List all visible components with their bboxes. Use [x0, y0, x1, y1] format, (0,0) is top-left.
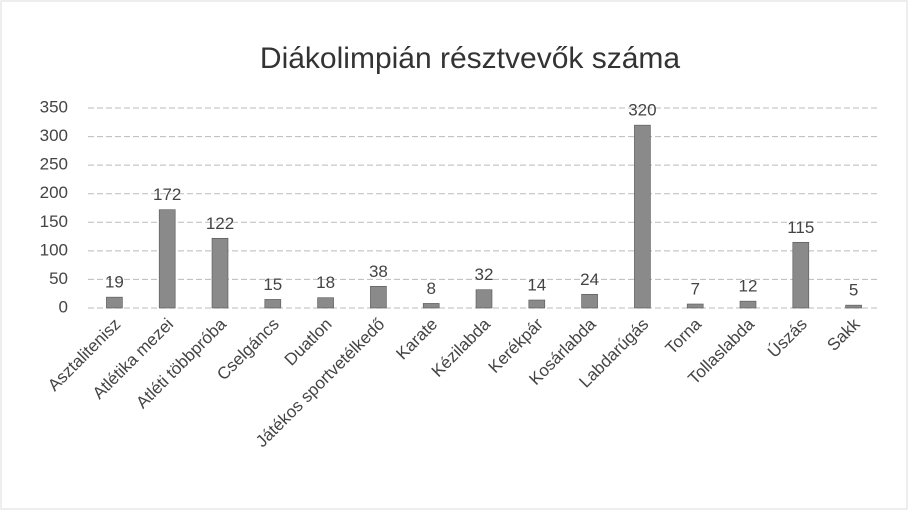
bar — [106, 296, 123, 309]
data-label: 5 — [849, 281, 858, 300]
bar — [422, 303, 440, 309]
data-label: 15 — [263, 275, 282, 294]
data-label: 115 — [787, 218, 814, 237]
bar — [845, 304, 862, 309]
data-label: 14 — [527, 275, 546, 294]
bar — [211, 237, 229, 309]
bar — [739, 300, 757, 309]
y-tick-label: 200 — [40, 183, 68, 202]
data-label: 8 — [426, 279, 435, 298]
data-label: 24 — [580, 270, 599, 289]
data-label: 12 — [739, 277, 758, 296]
data-label: 7 — [690, 279, 699, 298]
bar — [528, 299, 546, 309]
y-tick-label: 300 — [40, 126, 68, 145]
data-label: 32 — [475, 265, 494, 284]
data-label: 38 — [369, 262, 388, 281]
bar — [264, 299, 282, 309]
bar — [581, 293, 598, 309]
y-tick-label: 0 — [59, 297, 68, 316]
data-label: 18 — [316, 273, 335, 292]
chart-title: Diákolimpián résztvevők száma — [260, 42, 680, 75]
y-tick-label: 50 — [49, 269, 68, 288]
y-tick-label: 150 — [40, 212, 68, 231]
bar — [317, 297, 334, 309]
bar — [634, 124, 651, 309]
data-label: 172 — [153, 185, 181, 204]
data-label: 19 — [105, 273, 124, 292]
data-label: 122 — [206, 214, 234, 233]
data-label: 320 — [628, 101, 656, 120]
bar — [158, 209, 176, 309]
bar — [792, 241, 810, 309]
bar — [370, 285, 387, 309]
bar — [475, 289, 493, 309]
y-tick-label: 350 — [40, 97, 68, 116]
y-tick-label: 250 — [40, 155, 68, 174]
y-tick-label: 100 — [40, 240, 68, 259]
bar — [686, 303, 704, 309]
